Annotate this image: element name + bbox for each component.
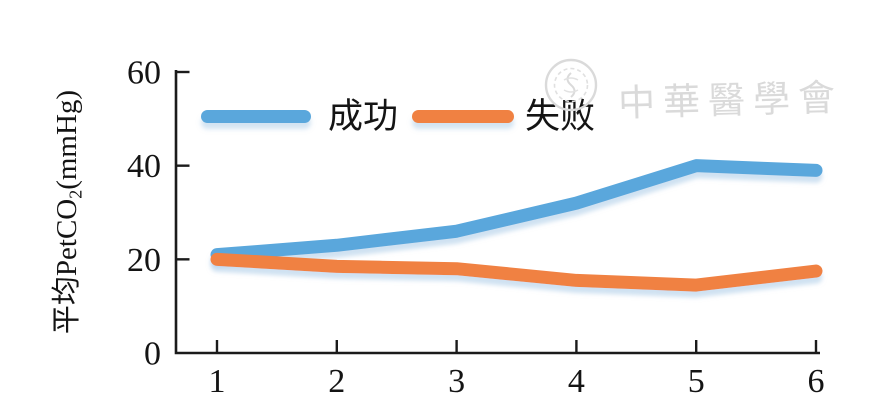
legend-swatch-failure — [412, 110, 514, 123]
legend-label-failure: 失败 — [525, 97, 596, 136]
legend-swatch-success — [201, 110, 311, 123]
x-axis-tick-label: 6 — [808, 363, 825, 400]
cma-seal-icon — [544, 58, 598, 112]
y-axis-tick-label: 20 — [127, 242, 161, 279]
series-line-success — [210, 159, 823, 262]
x-axis-tick-label: 3 — [448, 363, 465, 400]
legend-label-success: 成功 — [328, 97, 399, 136]
x-axis-tick-label: 4 — [568, 363, 585, 400]
y-axis-tick-label: 0 — [144, 336, 161, 373]
y-axis-tick-label: 40 — [127, 148, 161, 185]
x-axis-tick-label: 1 — [209, 363, 226, 400]
x-axis-tick-label: 5 — [688, 363, 705, 400]
y-axis-tick-label: 60 — [127, 55, 161, 92]
series-line-failure — [210, 252, 823, 292]
watermark: 中華醫學會 — [534, 52, 864, 125]
watermark-text: 中華醫學會 — [617, 78, 844, 125]
axis-spine — [174, 70, 820, 355]
x-axis-tick-label: 2 — [328, 363, 345, 400]
